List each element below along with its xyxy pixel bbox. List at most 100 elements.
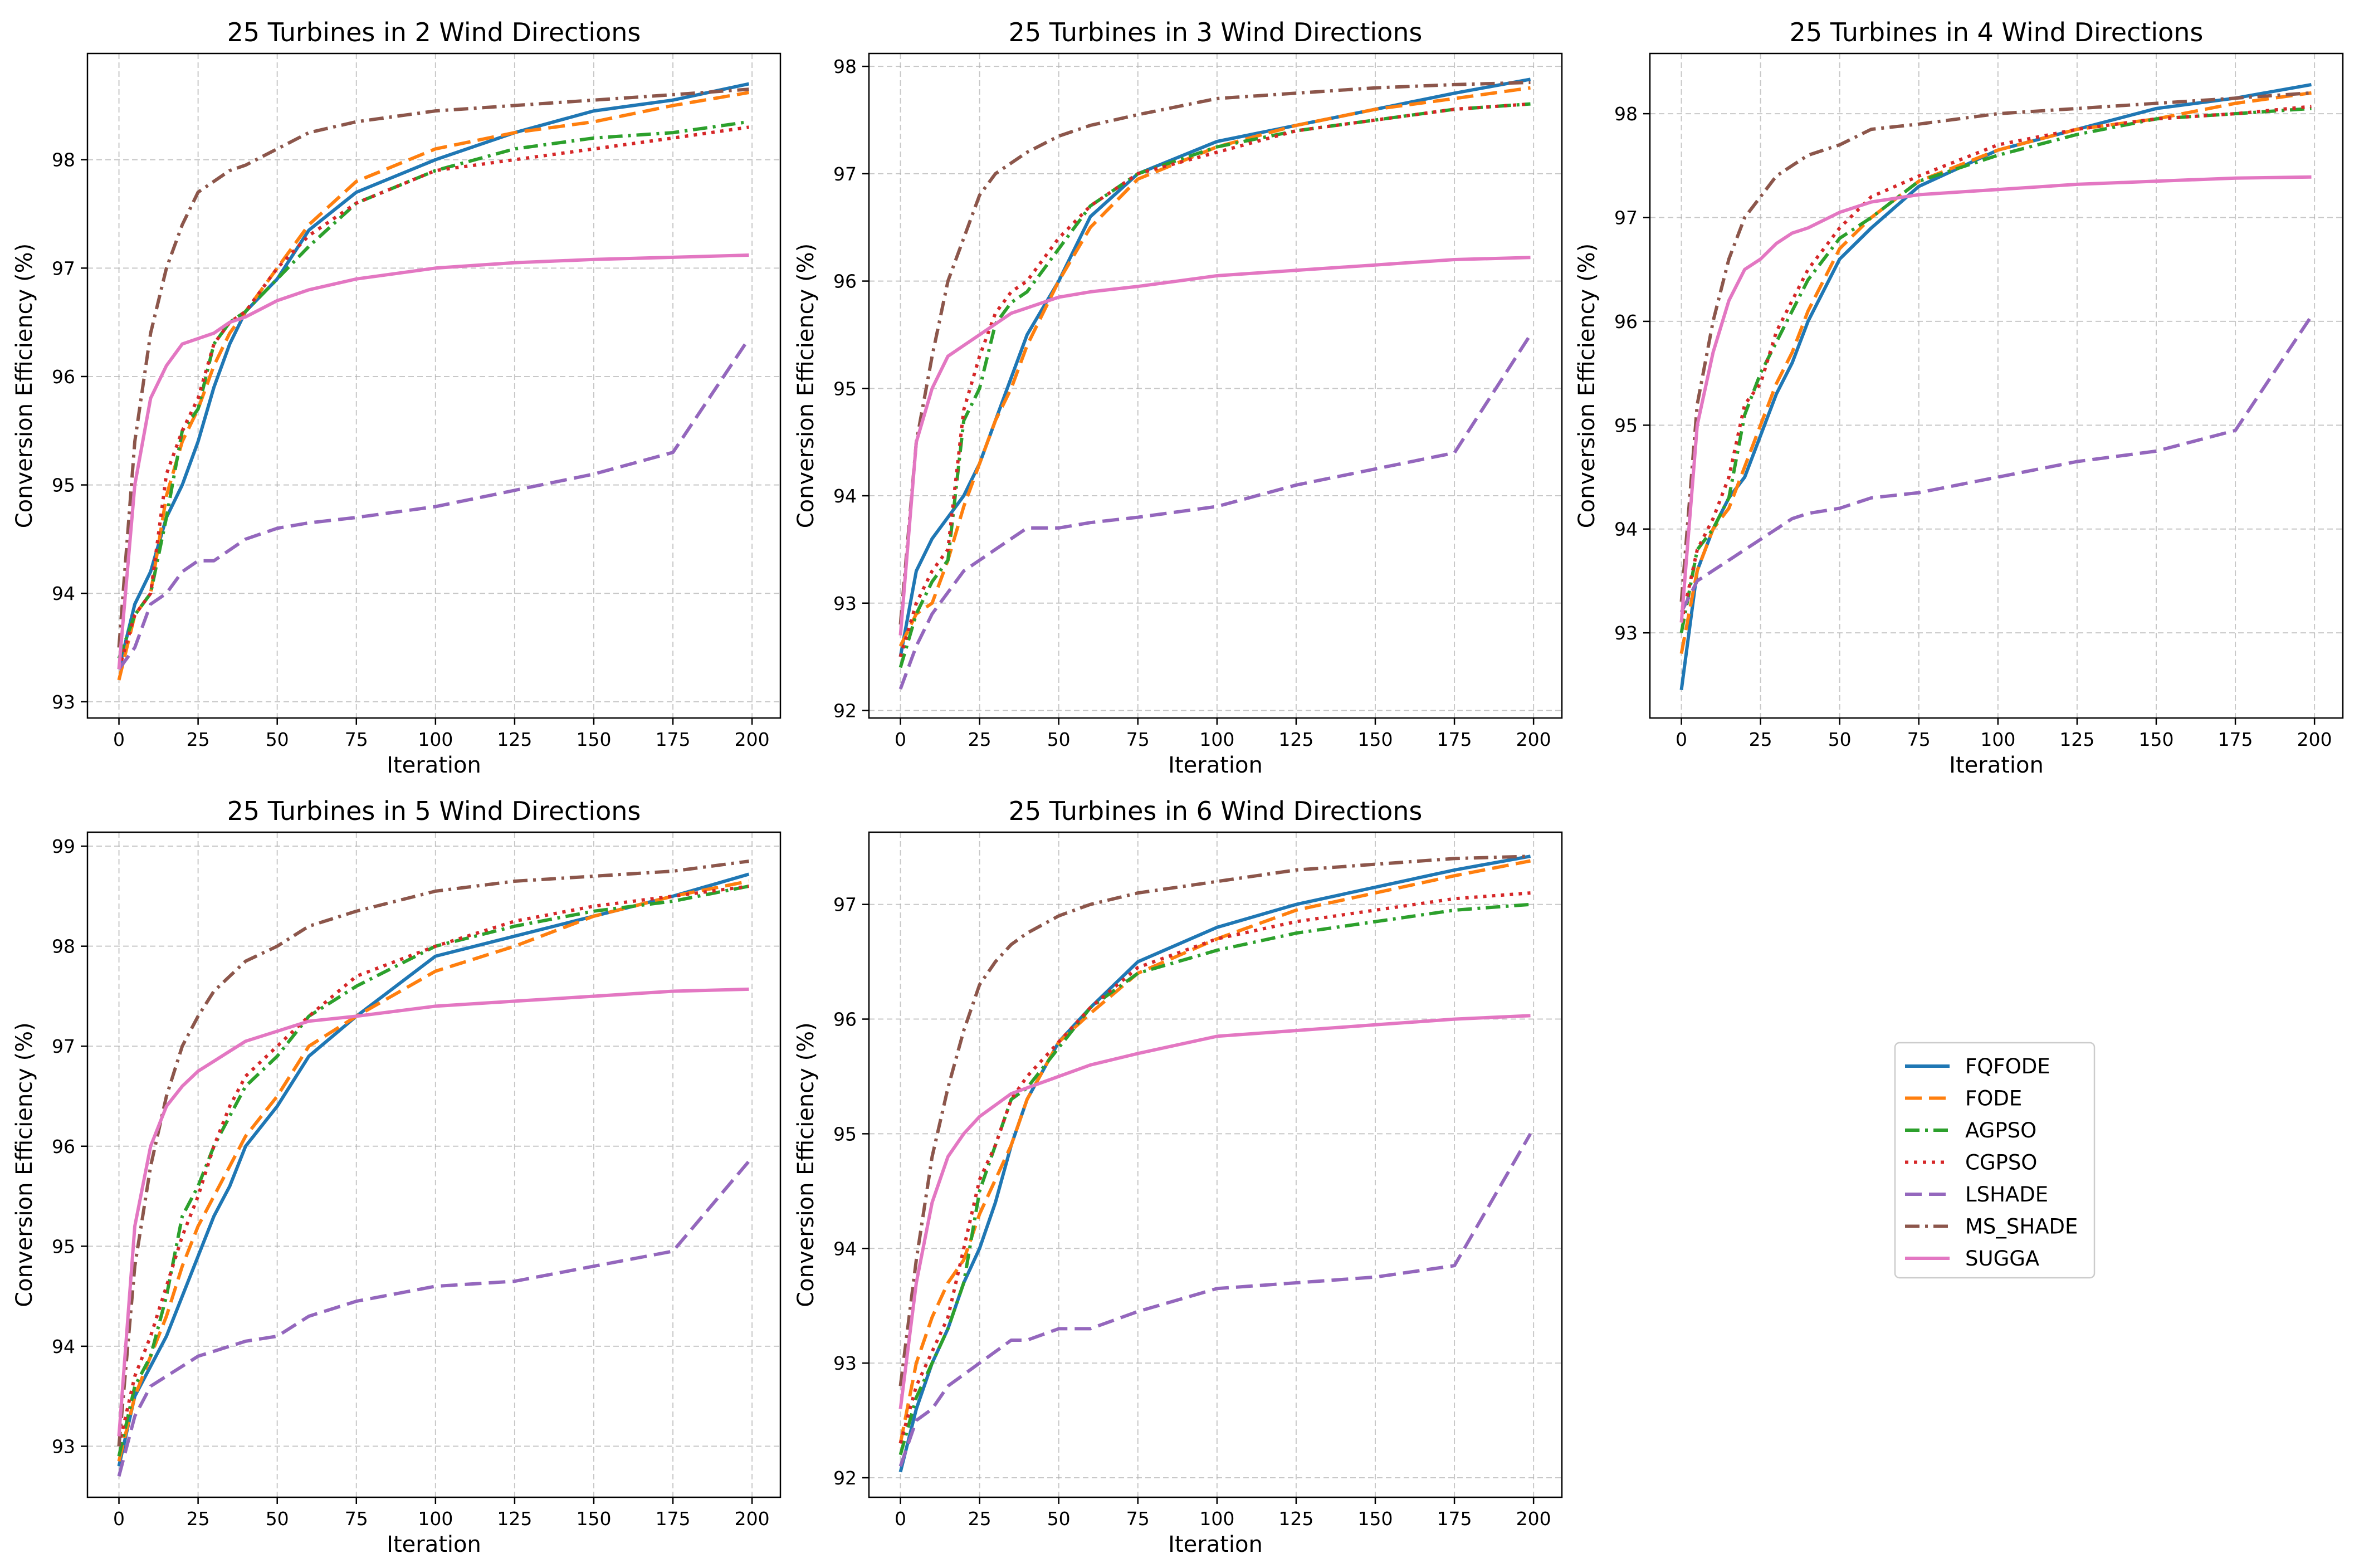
y-tick-label: 97: [833, 894, 857, 916]
x-tick-label: 150: [576, 729, 611, 750]
y-tick-label: 95: [52, 475, 75, 496]
y-tick-label: 93: [833, 1352, 857, 1374]
plot-frame: [86, 831, 782, 1498]
x-tick-label: 125: [497, 1508, 532, 1530]
x-tick-label: 75: [1126, 1508, 1150, 1530]
y-axis-label: Conversion Efficiency (%): [793, 1022, 819, 1307]
series-line-fode: [898, 859, 1531, 1444]
chart-title: 25 Turbines in 4 Wind Directions: [1790, 17, 2204, 47]
x-tick-label: 25: [968, 729, 991, 750]
series-line-cgpso: [117, 125, 749, 670]
chart-panel-4: 0 25 50 75 100 125 150 175 200 93 94 95 96 97 98 99 25 T…: [12, 796, 782, 1557]
plot-frame: [868, 52, 1563, 719]
y-tick-label: 99: [52, 836, 75, 857]
y-tick-label: 98: [833, 56, 857, 77]
series-line-lshade: [1679, 315, 2313, 613]
y-tick-label: 97: [833, 163, 857, 185]
x-tick-label: 175: [656, 1508, 691, 1530]
x-tick-label: 175: [1437, 1508, 1472, 1530]
x-tick-label: 200: [1516, 729, 1551, 750]
x-tick-label: 75: [345, 729, 368, 750]
legend-label: FODE: [1965, 1087, 2022, 1111]
y-axis-label: Conversion Efficiency (%): [12, 1022, 37, 1307]
series-line-agpso: [1679, 106, 2312, 633]
y-tick-label: 93: [52, 1435, 75, 1457]
chart-panel-1: 0 25 50 75 100 125 150 175 200 93 94 95 96 97 98 25 Tur…: [12, 17, 782, 778]
y-tick-label: 96: [1614, 311, 1638, 333]
series-line-lshade: [117, 1160, 750, 1477]
series-line-sugga: [898, 256, 1531, 636]
y-axis-label: Conversion Efficiency (%): [793, 243, 819, 529]
x-tick-label: 0: [113, 1508, 125, 1530]
chart-title: 25 Turbines in 2 Wind Directions: [227, 17, 641, 47]
y-tick-label: 95: [1614, 414, 1638, 436]
x-axis-label: Iteration: [387, 1532, 481, 1557]
x-tick-label: 150: [576, 1508, 611, 1530]
series-line-agpso: [117, 885, 750, 1457]
chart-title: 25 Turbines in 3 Wind Directions: [1009, 17, 1423, 47]
x-tick-label: 100: [418, 1508, 453, 1530]
x-tick-label: 50: [1047, 729, 1071, 750]
y-axis-label: Conversion Efficiency (%): [1574, 243, 1600, 529]
x-tick-label: 100: [1199, 729, 1234, 750]
y-tick-label: 98: [52, 936, 75, 958]
x-tick-label: 175: [656, 729, 691, 750]
x-axis-label: Iteration: [1949, 753, 2044, 778]
series-line-fqfode: [117, 872, 750, 1467]
legend-label: SUGGA: [1965, 1247, 2039, 1271]
x-axis-label: Iteration: [387, 753, 481, 778]
x-tick-label: 100: [1980, 729, 2015, 750]
x-axis-label: Iteration: [1168, 1532, 1263, 1557]
y-tick-label: 95: [52, 1235, 75, 1257]
y-axis-label: Conversion Efficiency (%): [12, 243, 37, 529]
y-tick-label: 95: [833, 1123, 857, 1145]
x-tick-label: 125: [2059, 729, 2094, 750]
series-line-agpso: [117, 120, 749, 660]
series-line-cgpso: [898, 102, 1531, 657]
legend-frame: [1894, 1042, 2096, 1279]
chart-title: 25 Turbines in 6 Wind Directions: [1009, 796, 1423, 826]
series-line-sugga: [117, 253, 749, 670]
series-line-sugga: [117, 987, 749, 1437]
x-tick-label: 125: [497, 729, 532, 750]
series-line-ms-shade: [1679, 91, 2312, 602]
x-tick-label: 175: [2218, 729, 2253, 750]
series-line-ms-shade: [898, 81, 1531, 625]
plot-frame: [1649, 52, 2344, 719]
series-line-lshade: [898, 1132, 1532, 1467]
y-tick-label: 98: [1614, 103, 1638, 125]
series-line-fode: [898, 86, 1531, 647]
plot-frame: [86, 52, 782, 719]
x-tick-label: 25: [187, 729, 210, 750]
x-tick-label: 0: [895, 1508, 906, 1530]
x-tick-label: 0: [1676, 729, 1687, 750]
series-line-sugga: [1679, 175, 2312, 623]
y-tick-label: 94: [52, 583, 75, 604]
legend-label: CGPSO: [1965, 1151, 2037, 1175]
y-tick-label: 95: [833, 378, 857, 399]
x-tick-label: 200: [2297, 729, 2332, 750]
y-tick-label: 97: [52, 257, 75, 279]
x-tick-label: 175: [1437, 729, 1472, 750]
series-line-agpso: [898, 102, 1531, 668]
y-tick-label: 92: [833, 700, 857, 722]
x-tick-label: 75: [1126, 729, 1150, 750]
y-tick-label: 97: [52, 1035, 75, 1057]
y-tick-label: 94: [833, 485, 857, 507]
x-tick-label: 125: [1278, 1508, 1313, 1530]
x-tick-label: 200: [735, 1508, 770, 1530]
x-tick-label: 150: [2138, 729, 2173, 750]
chart-panel-5: 0 25 50 75 100 125 150 175 200 92 93 94 95 96 97 25 Tur…: [793, 796, 1563, 1557]
series-line-sugga: [898, 1014, 1531, 1409]
x-tick-label: 75: [1907, 729, 1931, 750]
x-tick-label: 25: [968, 1508, 991, 1530]
x-tick-label: 50: [1047, 1508, 1071, 1530]
series-line-lshade: [118, 338, 750, 671]
series-line-ms-shade: [117, 859, 749, 1447]
legend-label: AGPSO: [1965, 1118, 2036, 1142]
x-tick-label: 100: [418, 729, 453, 750]
legend-label: LSHADE: [1965, 1183, 2048, 1206]
x-tick-label: 100: [1199, 1508, 1234, 1530]
series-line-fode: [1679, 91, 2312, 654]
